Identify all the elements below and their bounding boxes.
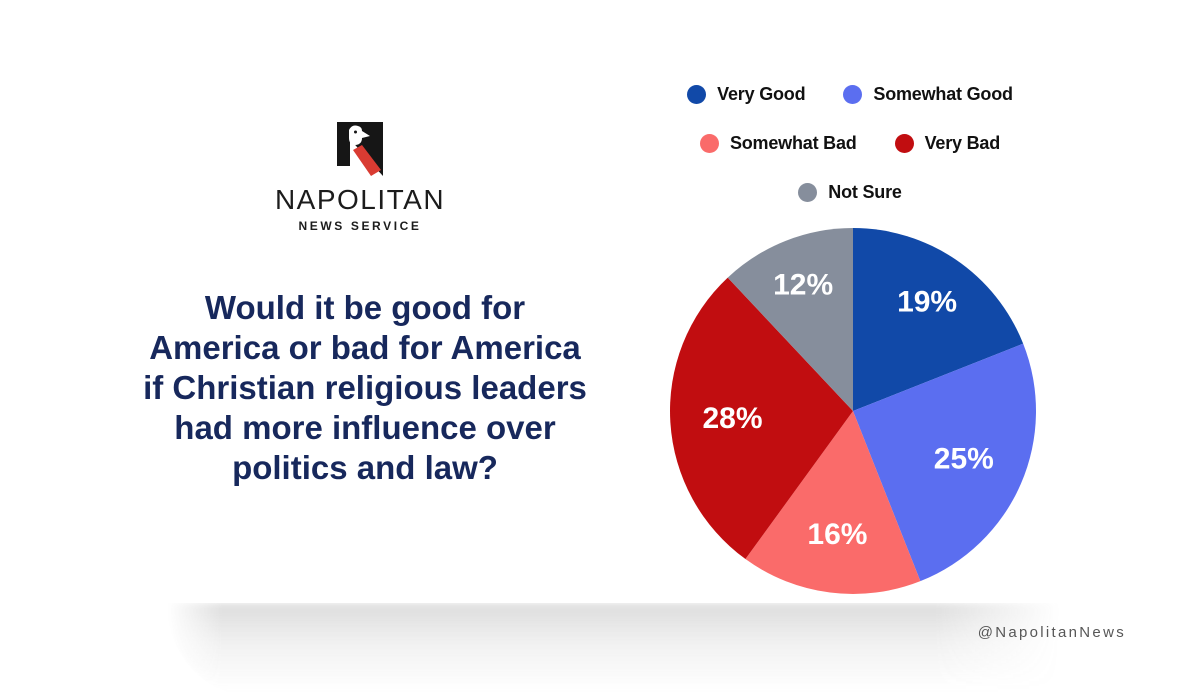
legend-dot-icon (699, 133, 719, 153)
napolitan-eagle-icon (337, 122, 383, 176)
legend-item-somewhat-good: Somewhat Good (843, 83, 1013, 105)
pie-label-somewhat-bad: 16% (807, 518, 867, 551)
legend-label: Not Sure (828, 181, 902, 202)
legend-label: Very Good (717, 83, 806, 104)
pie-slice-very-good (853, 227, 1024, 411)
question-text: Would it be good for America or bad for A… (100, 288, 630, 488)
question-line: had more influence over (174, 409, 556, 446)
social-handle: @NapolitanNews (977, 624, 1126, 641)
pie-label-very-bad: 28% (702, 402, 762, 435)
legend-dot-icon (843, 84, 863, 104)
legend-row: Very Good Somewhat Good (640, 80, 1060, 108)
legend-row: Somewhat Bad Very Bad (640, 129, 1060, 157)
infographic: NAPOLITAN NEWS SERVICE Would it be good … (100, 80, 1126, 695)
legend-dot-icon (894, 133, 914, 153)
legend-label: Very Bad (924, 132, 1001, 153)
question-line: Would it be good for (204, 289, 526, 326)
logo-title: NAPOLITAN (274, 184, 446, 215)
pie-slice-very-bad (670, 277, 853, 560)
legend: Very Good Somewhat Good Somewhat Bad Very B… (640, 80, 1060, 227)
logo-subtitle: NEWS SERVICE (298, 219, 422, 233)
legend-label: Somewhat Bad (729, 132, 857, 153)
pie-label-somewhat-good: 25% (934, 443, 994, 476)
brand-logo: NAPOLITAN NEWS SERVICE (250, 122, 470, 233)
legend-dot-icon (687, 84, 707, 104)
legend-item-very-bad: Very Bad (894, 132, 1001, 154)
legend-dot-icon (798, 182, 818, 202)
legend-label: Somewhat Good (873, 83, 1013, 104)
question-line: politics and law? (232, 449, 498, 486)
pie-chart: 19% 25% 16% 28% 12% (670, 227, 1037, 595)
pie-slice-not-sure (727, 228, 853, 411)
pie-slice-somewhat-good (853, 343, 1037, 582)
legend-row: Not Sure (640, 178, 1060, 206)
legend-item-somewhat-bad: Somewhat Bad (699, 132, 857, 154)
legend-item-not-sure: Not Sure (798, 181, 902, 203)
question-line: if Christian religious leaders (143, 369, 587, 406)
pie-label-very-good: 19% (897, 286, 957, 319)
question-line: America or bad for America (149, 329, 581, 366)
pie-slice-somewhat-bad (745, 411, 921, 595)
legend-item-very-good: Very Good (687, 83, 806, 105)
bottom-shadow (167, 603, 1060, 695)
pie-label-not-sure: 12% (773, 269, 833, 302)
